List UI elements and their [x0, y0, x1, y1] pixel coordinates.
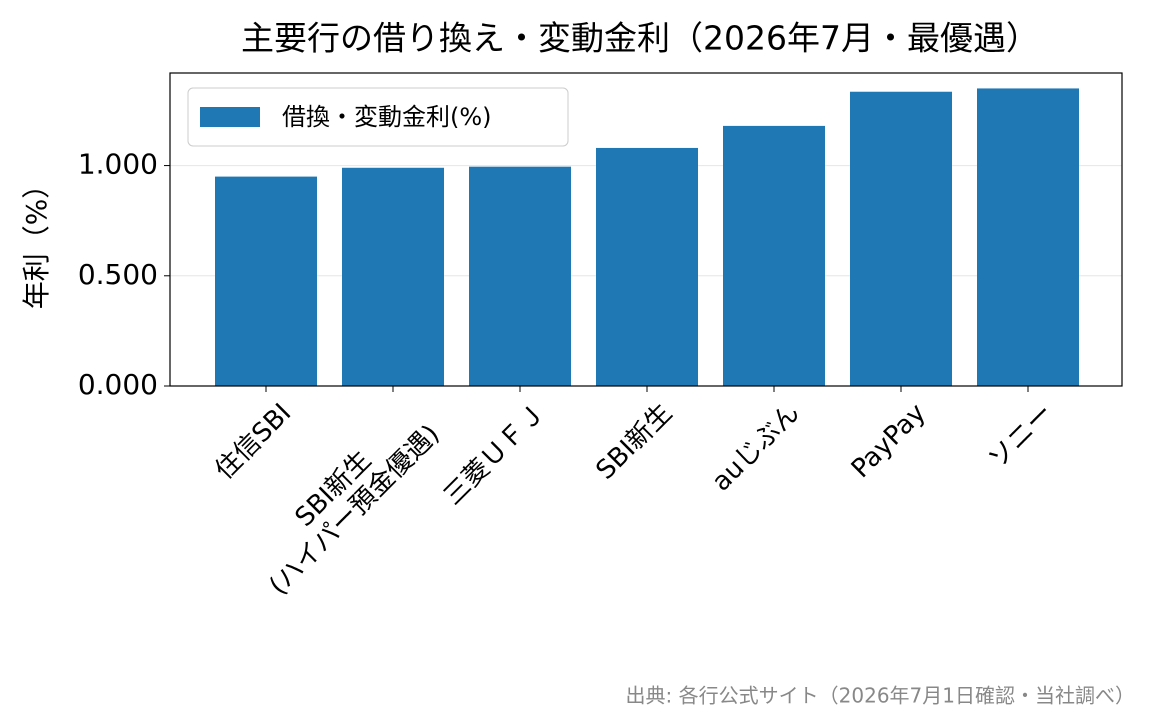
- bar: [723, 125, 825, 387]
- y-tick-label: 1.000: [78, 148, 158, 181]
- chart-title: 主要行の借り換え・変動金利（2026年7月・最優遇）: [241, 19, 1039, 58]
- bar: [469, 166, 571, 386]
- legend-swatch: [200, 107, 260, 127]
- bar: [342, 167, 444, 386]
- bar: [596, 147, 698, 386]
- legend-label: 借換・変動金利(%): [282, 103, 492, 131]
- y-tick-label: 0.000: [78, 368, 158, 401]
- legend-frame: [187, 87, 569, 147]
- plot-frame: [169, 72, 1123, 387]
- y-tick-label: 0.500: [78, 258, 158, 291]
- bar: [850, 91, 952, 387]
- bar: [215, 176, 317, 386]
- legend: 借換・変動金利(%): [187, 87, 569, 147]
- y-axis-label: 年利（%）: [20, 171, 53, 310]
- bar: [977, 88, 1079, 387]
- source-note: 出典: 各行公式サイト（2026年7月1日確認・当社調べ）: [626, 684, 1135, 708]
